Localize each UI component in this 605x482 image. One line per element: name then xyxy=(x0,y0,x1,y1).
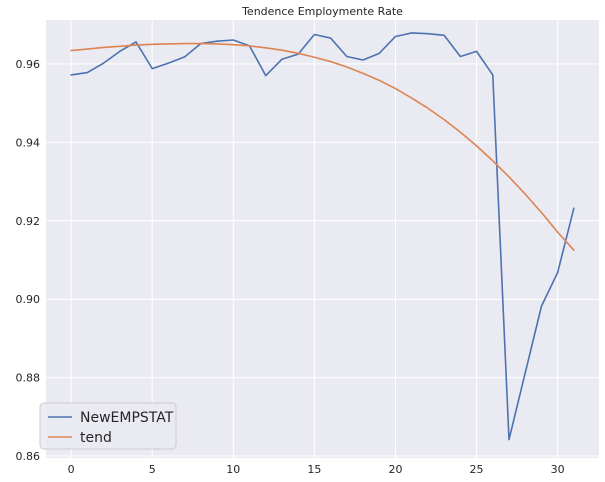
x-tick-label: 30 xyxy=(551,463,565,476)
x-tick-label: 20 xyxy=(388,463,402,476)
series-line-newempstat xyxy=(70,32,575,441)
y-tick-label: 0.94 xyxy=(16,136,41,149)
legend-label: tend xyxy=(80,430,112,446)
x-tick-label: 25 xyxy=(470,463,484,476)
x-tick-label: 0 xyxy=(68,463,75,476)
y-tick-label: 0.86 xyxy=(16,450,41,463)
series-line-tend xyxy=(70,42,575,251)
y-tick-label: 0.90 xyxy=(16,293,41,306)
legend-label: NewEMPSTAT xyxy=(80,410,174,426)
tick-labels: 0 5 10 15 20 25 30 0.86 0.88 0.90 0.92 0.94 0.96 xyxy=(16,58,565,476)
y-tick-label: 0.96 xyxy=(16,58,41,71)
x-tick-label: 10 xyxy=(226,463,240,476)
legend-box xyxy=(39,402,177,450)
y-tick-label: 0.92 xyxy=(16,215,41,228)
legend: NewEMPSTAT tend xyxy=(39,402,177,450)
grid-lines xyxy=(46,20,599,458)
x-tick-label: 15 xyxy=(307,463,321,476)
y-tick-label: 0.88 xyxy=(16,372,41,385)
plot-area xyxy=(46,20,599,458)
series-lines xyxy=(70,32,575,441)
chart-title: Tendence Employmente Rate xyxy=(241,5,403,18)
x-tick-label: 5 xyxy=(149,463,156,476)
